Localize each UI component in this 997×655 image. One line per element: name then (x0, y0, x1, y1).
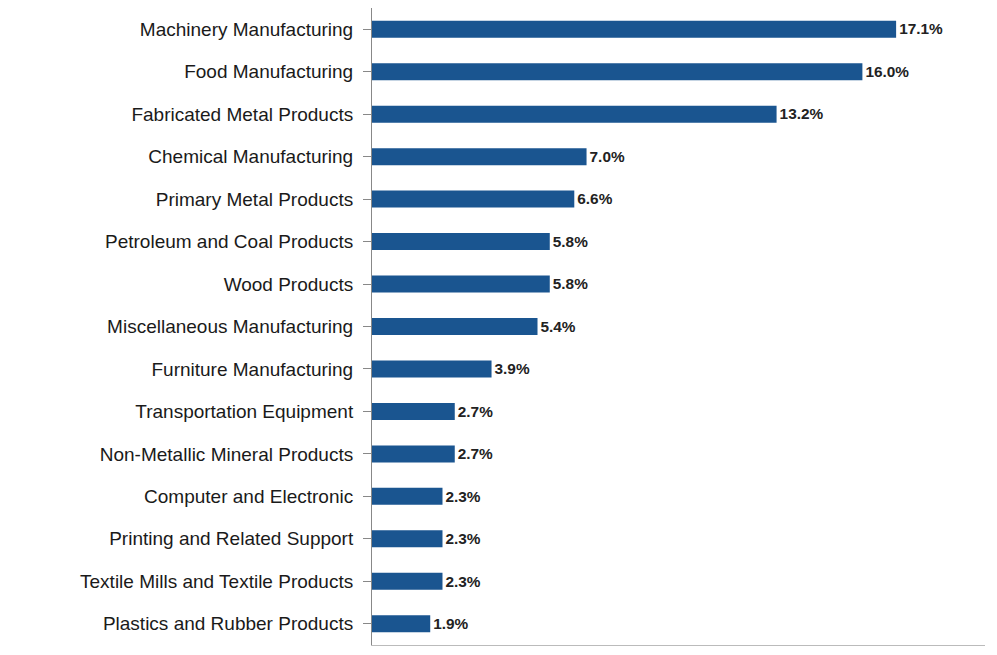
svg-text:Plastics and Rubber Products: Plastics and Rubber Products (103, 613, 353, 634)
svg-text:6.6%: 6.6% (577, 190, 612, 207)
svg-text:Computer and Electronic: Computer and Electronic (144, 486, 353, 507)
svg-text:Primary Metal Products: Primary Metal Products (156, 189, 353, 210)
svg-text:5.4%: 5.4% (541, 318, 576, 335)
svg-text:2.3%: 2.3% (445, 573, 480, 590)
svg-text:Furniture Manufacturing: Furniture Manufacturing (151, 359, 353, 380)
svg-text:Non-Metallic Mineral Products: Non-Metallic Mineral Products (100, 444, 353, 465)
svg-text:2.7%: 2.7% (458, 403, 493, 420)
svg-text:Wood Products: Wood Products (224, 274, 354, 295)
svg-text:Transportation Equipment: Transportation Equipment (135, 401, 354, 422)
svg-text:Printing and Related Support: Printing and Related Support (109, 528, 354, 549)
svg-text:2.3%: 2.3% (446, 530, 481, 547)
svg-text:Food Manufacturing: Food Manufacturing (184, 61, 353, 82)
svg-text:13.2%: 13.2% (780, 105, 824, 122)
svg-text:Textile Mills and Textile Prod: Textile Mills and Textile Products (80, 571, 353, 592)
svg-text:7.0%: 7.0% (590, 148, 625, 165)
svg-text:Miscellaneous Manufacturing: Miscellaneous Manufacturing (107, 316, 353, 337)
svg-text:3.9%: 3.9% (495, 360, 530, 377)
svg-text:Petroleum and Coal Products: Petroleum and Coal Products (105, 231, 353, 252)
svg-text:2.3%: 2.3% (446, 488, 481, 505)
svg-text:Machinery Manufacturing: Machinery Manufacturing (140, 19, 353, 40)
svg-text:1.9%: 1.9% (433, 615, 468, 632)
svg-text:5.8%: 5.8% (553, 233, 588, 250)
svg-text:17.1%: 17.1% (899, 20, 943, 37)
svg-text:5.8%: 5.8% (553, 275, 588, 292)
svg-text:2.7%: 2.7% (458, 445, 493, 462)
svg-text:Fabricated Metal Products: Fabricated Metal Products (131, 104, 353, 125)
svg-text:16.0%: 16.0% (865, 63, 909, 80)
svg-text:Chemical Manufacturing: Chemical Manufacturing (148, 146, 353, 167)
